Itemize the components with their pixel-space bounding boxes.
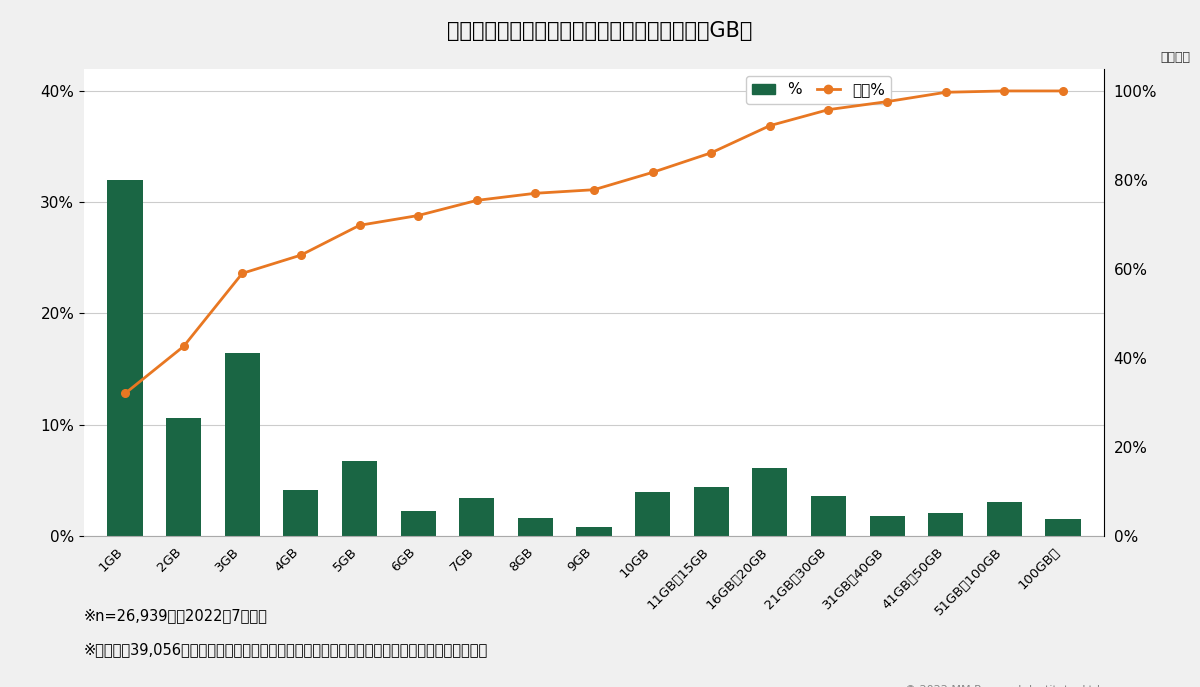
Bar xyxy=(694,487,728,536)
Bar xyxy=(811,496,846,536)
Text: （累計）: （累計） xyxy=(1160,51,1190,64)
Bar xyxy=(224,353,260,536)
Bar xyxy=(870,516,905,536)
Bar xyxy=(576,527,612,536)
Legend: %, 累積%: %, 累積% xyxy=(745,76,892,104)
Text: スマートフォンの月間モバイルデータ通信量（GB）: スマートフォンの月間モバイルデータ通信量（GB） xyxy=(448,21,752,41)
Bar xyxy=(342,462,377,536)
Text: © 2022 MM Research Institute, Ltd.: © 2022 MM Research Institute, Ltd. xyxy=(905,686,1104,687)
Bar xyxy=(401,511,436,536)
Text: ※総回答数39,056件の内、スマートフォン利用者で自身のモバイルデータ通信量が分かる回答者: ※総回答数39,056件の内、スマートフォン利用者で自身のモバイルデータ通信量が… xyxy=(84,642,488,657)
Bar xyxy=(460,498,494,536)
Bar xyxy=(986,502,1022,536)
Bar xyxy=(517,518,553,536)
Bar xyxy=(108,180,143,536)
Bar xyxy=(928,513,964,536)
Bar xyxy=(635,493,671,536)
Bar xyxy=(1045,519,1080,536)
Bar xyxy=(166,418,202,536)
Bar xyxy=(283,491,318,536)
Text: ※n=26,939件、2022年7月調査: ※n=26,939件、2022年7月調査 xyxy=(84,608,268,623)
Bar xyxy=(752,468,787,536)
